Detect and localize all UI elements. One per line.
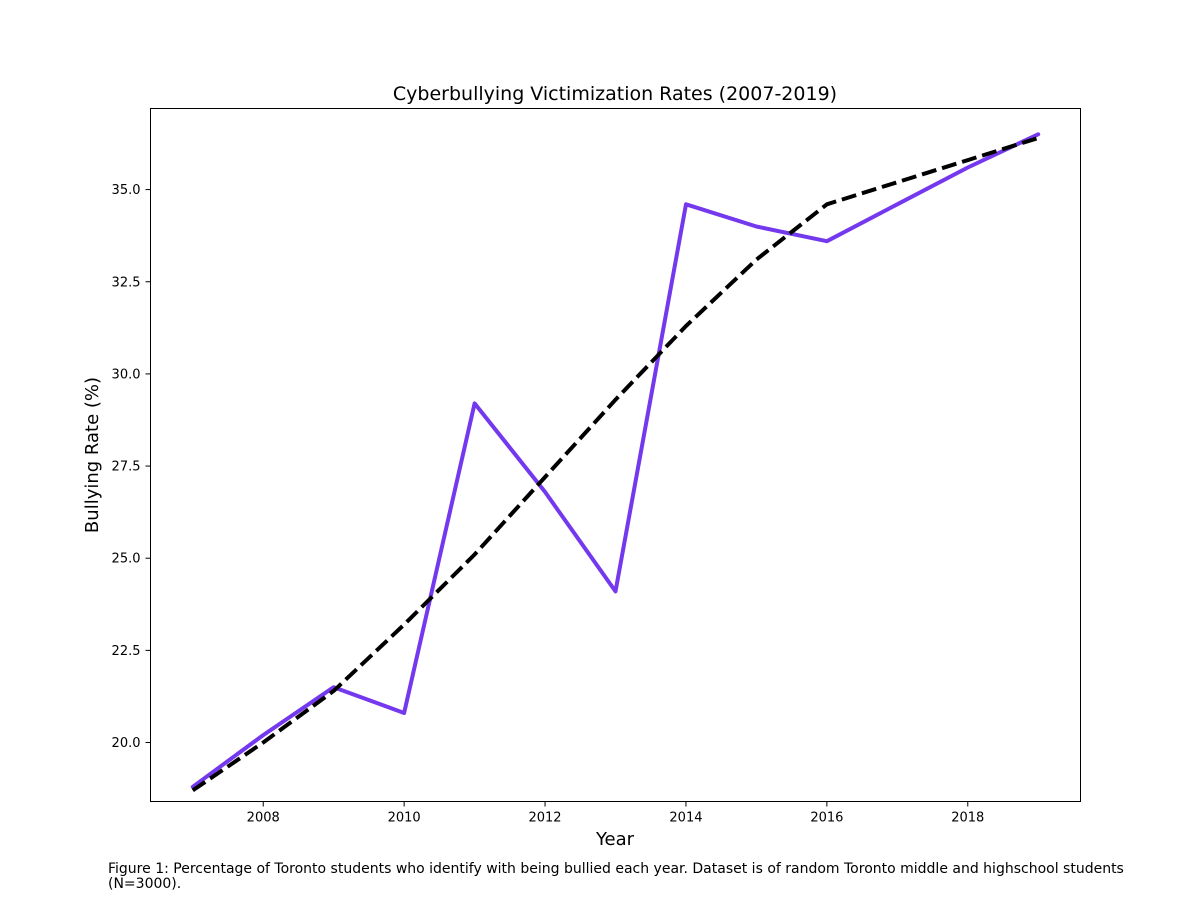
y-axis-label: Bullying Rate (%)	[82, 377, 103, 533]
series-layer	[190, 132, 1041, 793]
y-tick-label: 35.0	[112, 183, 141, 198]
y-tick-label: 32.5	[112, 275, 141, 290]
series-line-observed	[190, 132, 1041, 789]
figure-caption: Figure 1: Percentage of Toronto students…	[108, 861, 1124, 892]
x-tick-label: 2016	[810, 811, 843, 826]
x-axis-label: Year	[595, 829, 635, 850]
x-tick-label: 2010	[388, 811, 421, 826]
series-line-trend	[191, 136, 1039, 793]
y-tick-label: 22.5	[112, 644, 141, 659]
chart-title: Cyberbullying Victimization Rates (2007-…	[393, 83, 837, 105]
x-tick-label: 2008	[247, 811, 280, 826]
x-tick-label: 2014	[669, 811, 702, 826]
y-tick-label: 27.5	[112, 460, 141, 475]
y-axis: 20.0 22.5 25.0 27.5 30.0 32.5 35.0	[112, 183, 151, 751]
plot-area-frame	[150, 108, 1081, 802]
x-tick-label: 2012	[528, 811, 561, 826]
y-tick-label: 30.0	[112, 367, 141, 382]
y-tick-label: 25.0	[112, 552, 141, 567]
x-tick-label: 2018	[951, 811, 984, 826]
x-axis: 2008 2010 2012 2014 2016 2018	[247, 801, 984, 826]
y-tick-label: 20.0	[112, 736, 141, 751]
